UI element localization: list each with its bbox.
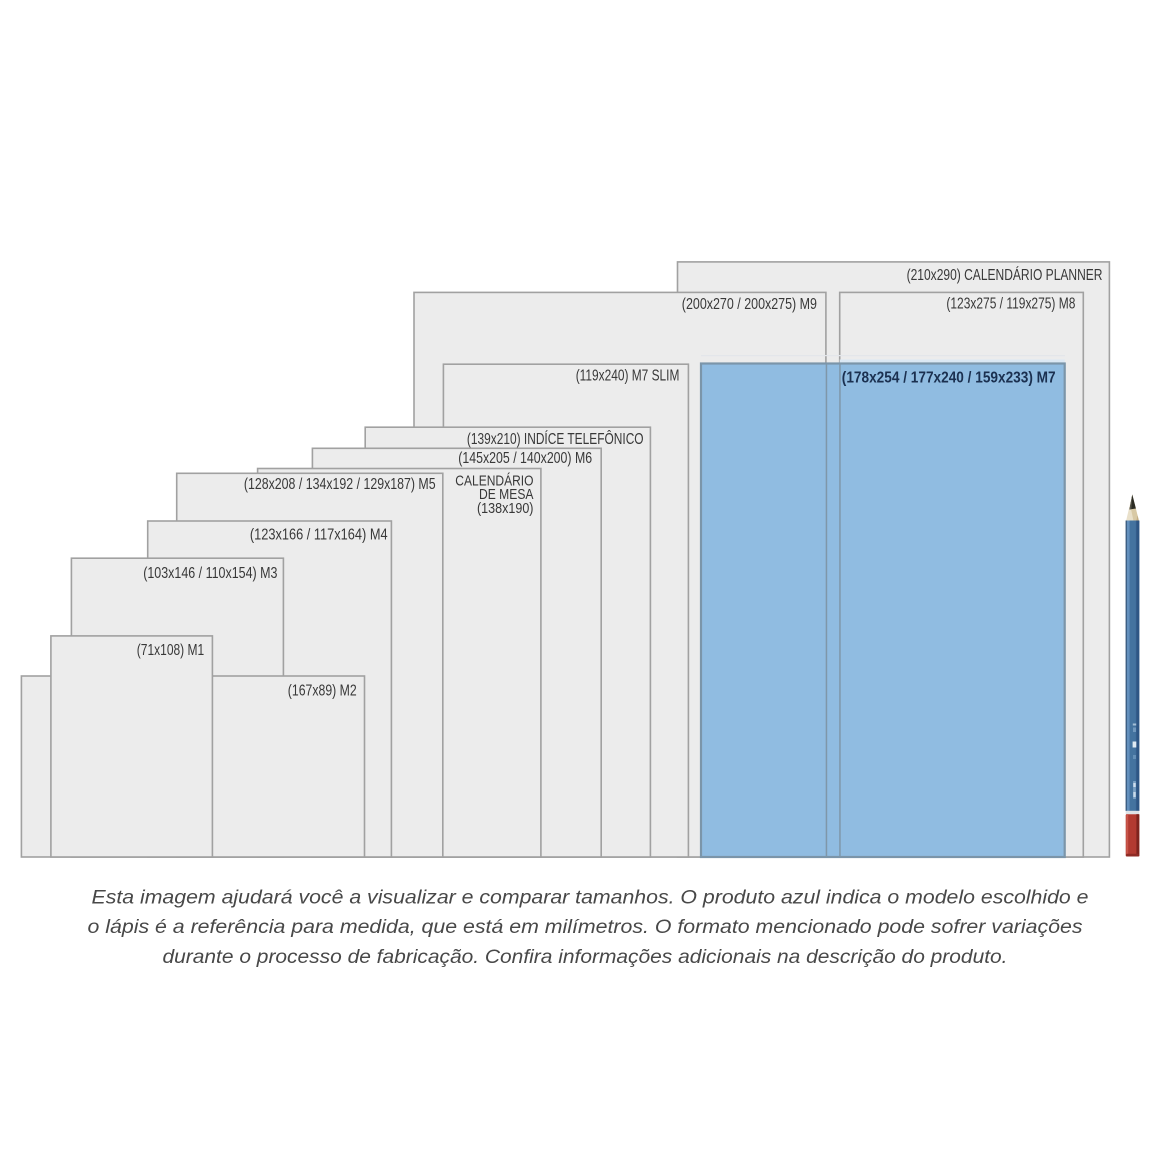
svg-text:(200x270 / 200x275) M9: (200x270 / 200x275) M9: [682, 296, 817, 313]
svg-text:DE MESA: DE MESA: [479, 487, 534, 503]
svg-text:(138x190): (138x190): [477, 501, 534, 517]
svg-text:durante o processo de fabricaç: durante o processo de fabricação. Confir…: [163, 946, 1008, 968]
svg-text:CALENDÁRIO: CALENDÁRIO: [455, 473, 533, 490]
svg-text:(139x210) INDÍCE TELEFÔNICO: (139x210) INDÍCE TELEFÔNICO: [467, 431, 644, 448]
svg-text:(210x290) CALENDÁRIO PLANNER: (210x290) CALENDÁRIO PLANNER: [907, 267, 1103, 284]
svg-text:Esta imagem ajudará você a vis: Esta imagem ajudará você a visualizar e …: [92, 887, 1089, 909]
svg-text:o lápis é a referência para me: o lápis é a referência para medida, que …: [88, 916, 1083, 938]
svg-text:(123x275 / 119x275) M8: (123x275 / 119x275) M8: [946, 296, 1075, 313]
svg-text:(145x205 / 140x200) M6: (145x205 / 140x200) M6: [458, 450, 592, 467]
svg-text:(167x89) M2: (167x89) M2: [288, 683, 357, 700]
svg-text:(128x208 / 134x192 / 129x187): (128x208 / 134x192 / 129x187) M5: [244, 476, 436, 493]
svg-text:(119x240) M7 SLIM: (119x240) M7 SLIM: [576, 368, 680, 385]
svg-text:(103x146 / 110x154) M3: (103x146 / 110x154) M3: [143, 565, 277, 582]
svg-text:(71x108) M1: (71x108) M1: [137, 642, 204, 659]
svg-text:(178x254 / 177x240 / 159x233): (178x254 / 177x240 / 159x233) M7: [842, 370, 1056, 387]
svg-text:(123x166 / 117x164) M4: (123x166 / 117x164) M4: [250, 527, 388, 544]
